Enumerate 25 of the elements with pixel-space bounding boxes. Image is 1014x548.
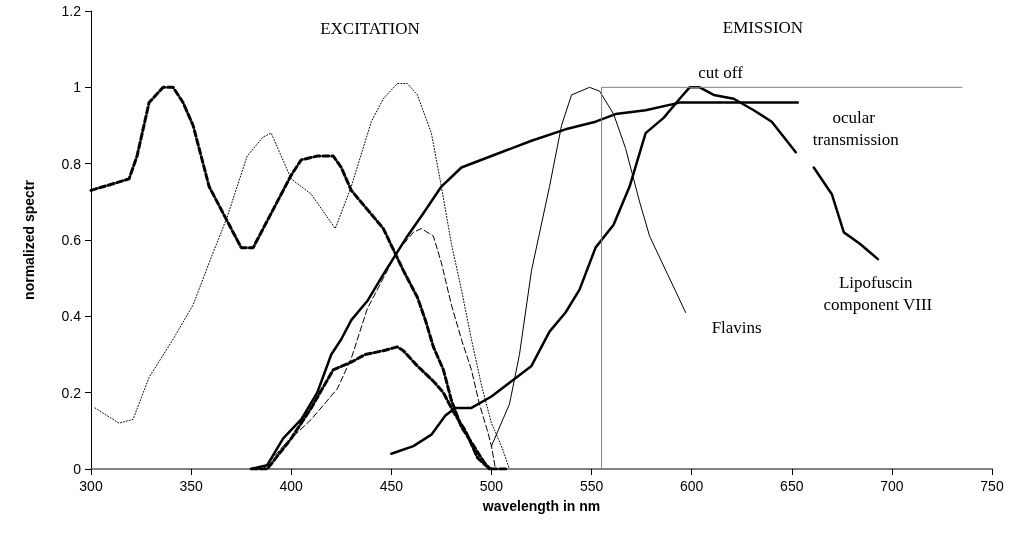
x-tick-label: 350 — [179, 478, 203, 494]
y-tick-label: 0.8 — [61, 155, 82, 172]
x-tick-label: 550 — [579, 478, 604, 494]
y-tick-label: 0.4 — [61, 308, 82, 325]
x-tick-label: 600 — [679, 478, 704, 494]
annotation: EXCITATION — [320, 18, 420, 38]
x-tick-label: 700 — [880, 478, 904, 494]
x-tick-label: 400 — [279, 478, 304, 494]
series-label: Flavins — [711, 318, 762, 338]
y-axis-title: normalized spectr — [21, 179, 37, 300]
series-label: cut off — [698, 62, 744, 82]
y-tick-label: 1.2 — [61, 3, 82, 19]
x-tick-label: 450 — [379, 478, 404, 494]
x-tick-label: 750 — [980, 478, 1004, 494]
y-tick-label: 0.2 — [61, 384, 82, 401]
y-tick-label: 0.6 — [61, 232, 82, 248]
x-axis-title: wavelength in nm — [481, 498, 601, 514]
annotation: EMISSION — [722, 17, 804, 37]
y-tick-label: 0 — [73, 461, 82, 477]
text: Lipofuscin component VIII — [823, 272, 933, 314]
x-tick-label: 650 — [780, 478, 804, 494]
y-tick-label: 1 — [73, 79, 82, 96]
x-tick-label: 300 — [79, 478, 103, 494]
x-tick-label: 500 — [479, 478, 504, 494]
series-label: ocular transmission — [812, 108, 900, 150]
